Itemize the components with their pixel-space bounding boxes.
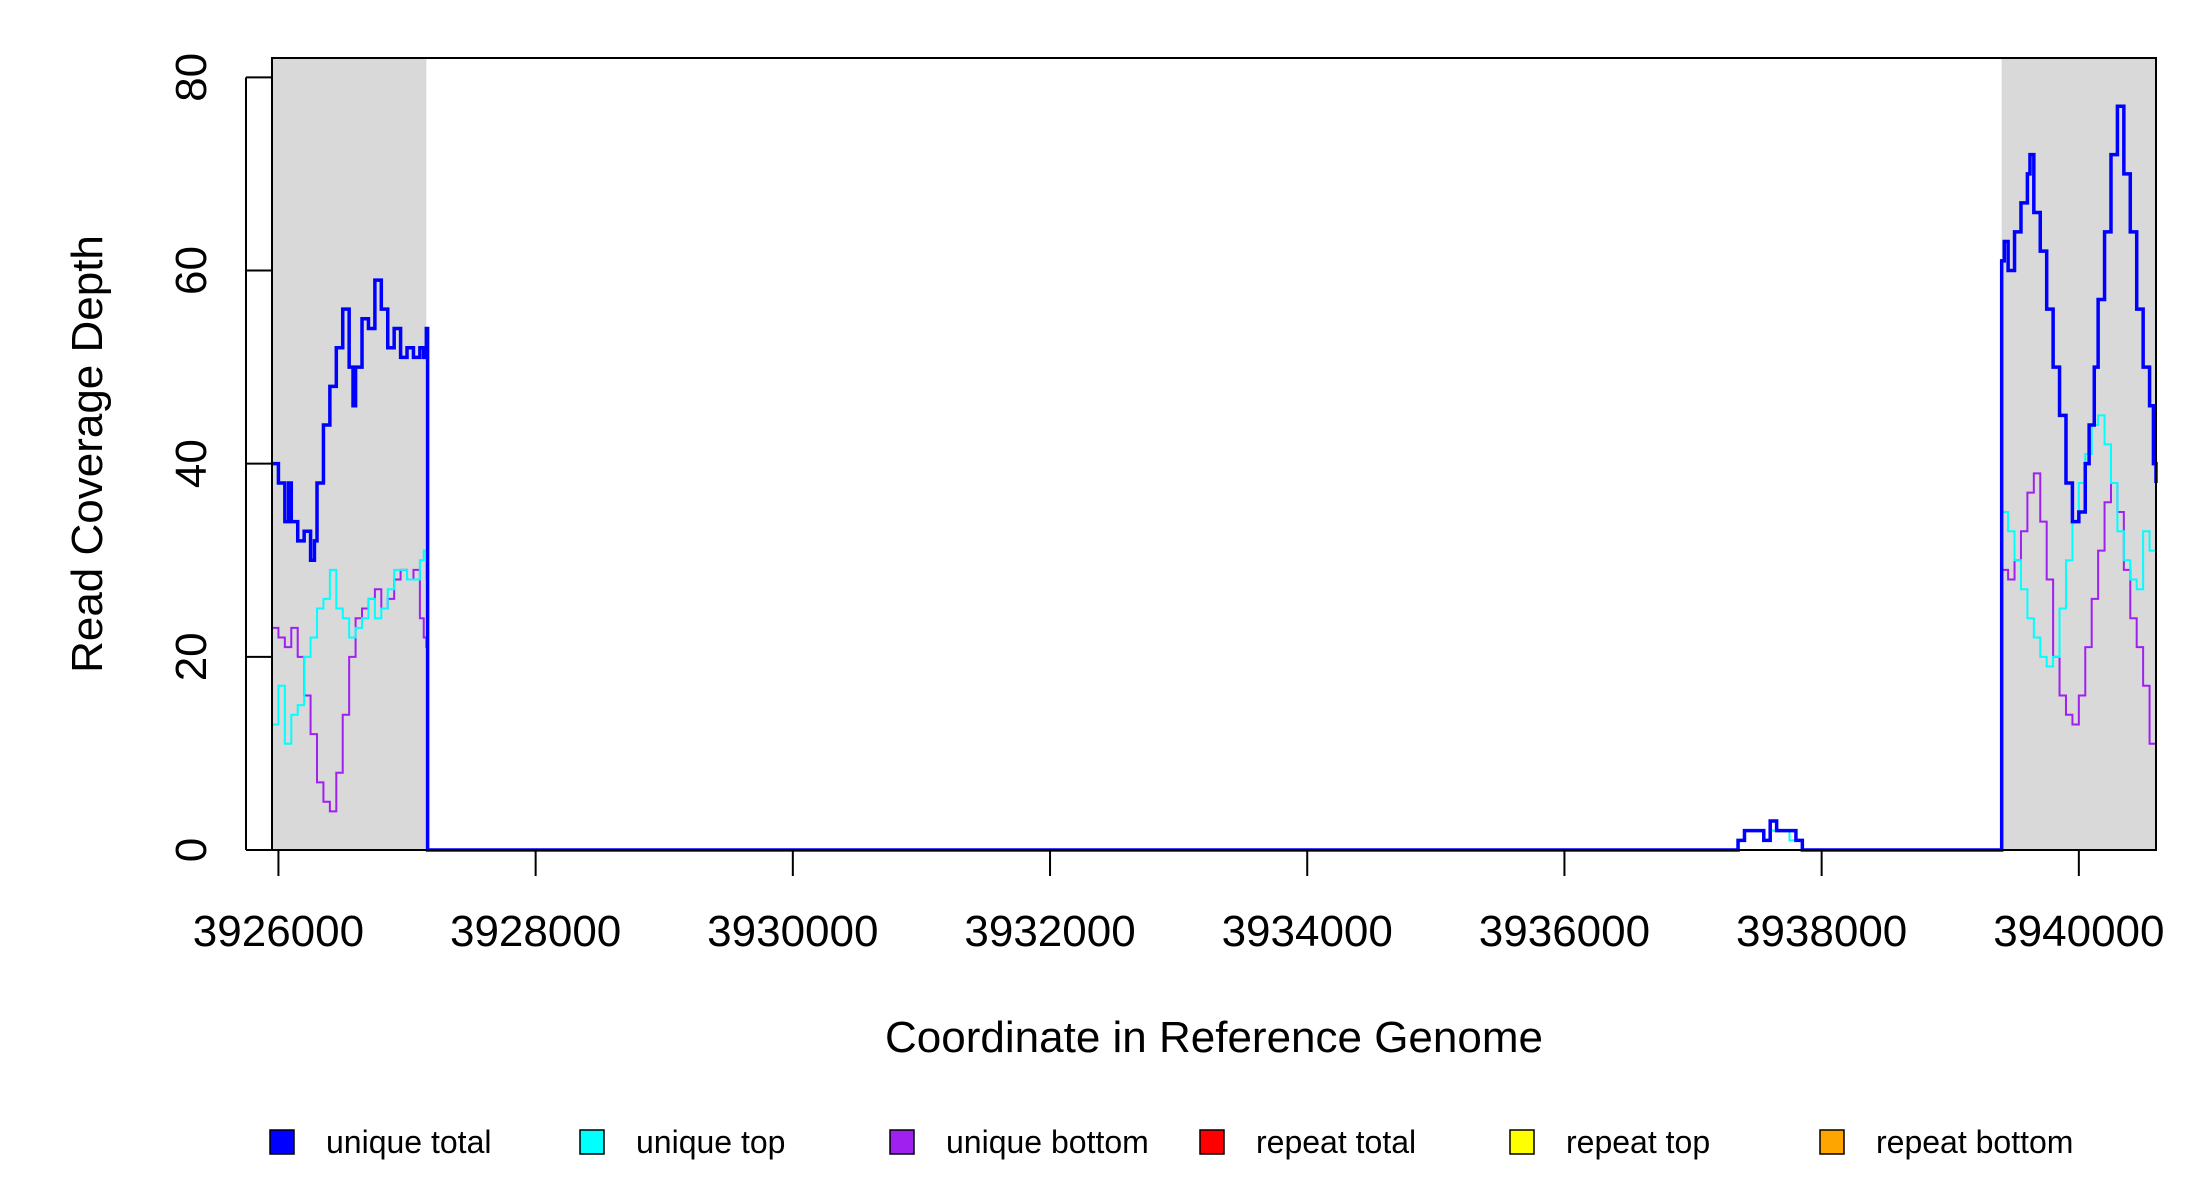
legend-item-unique-bottom: unique bottom: [889, 1124, 1149, 1160]
shaded-regions: [272, 58, 2156, 850]
x-tick-label: 3938000: [1736, 907, 1907, 956]
x-tick-label: 3934000: [1222, 907, 1393, 956]
series-line-unique-bottom: [272, 472, 2157, 851]
y-tick-label: 80: [167, 53, 216, 102]
x-tick-label: 3928000: [450, 907, 621, 956]
x-tick-label: 3940000: [1993, 907, 2164, 956]
y-axis-title: Read Coverage Depth: [63, 235, 112, 673]
series-lines: [272, 104, 2158, 852]
shaded-region-1: [272, 58, 427, 850]
series-line-unique-top: [272, 414, 2157, 851]
legend-swatch: [1199, 1129, 1225, 1155]
plot-frame: [271, 57, 2157, 851]
series-line-unique-total: [272, 104, 2158, 852]
legend-swatch: [579, 1129, 605, 1155]
legend-item-repeat-top: repeat top: [1509, 1124, 1710, 1160]
x-axis-title: Coordinate in Reference Genome: [885, 1013, 1543, 1062]
legend-swatch: [1819, 1129, 1845, 1155]
legend-label: repeat total: [1256, 1124, 1416, 1160]
legend-item-repeat-bottom: repeat bottom: [1819, 1124, 2073, 1160]
y-tick-label: 20: [167, 632, 216, 681]
legend-swatch: [889, 1129, 915, 1155]
legend-item-unique-total: unique total: [269, 1124, 491, 1160]
legend-label: repeat top: [1566, 1124, 1710, 1160]
legend-label: unique total: [326, 1124, 491, 1160]
x-tick-label: 3932000: [964, 907, 1135, 956]
legend-swatch: [269, 1129, 295, 1155]
y-tick-label: 40: [167, 439, 216, 488]
x-tick-label: 3926000: [193, 907, 364, 956]
legend-item-repeat-total: repeat total: [1199, 1124, 1416, 1160]
shaded-region-2: [2001, 58, 2156, 850]
legend-swatch: [1509, 1129, 1535, 1155]
legend-item-unique-top: unique top: [579, 1124, 785, 1160]
x-tick-label: 3936000: [1479, 907, 1650, 956]
x-axis: 3926000 3928000 3930000 3932000 3934000 39360…: [193, 849, 2164, 956]
y-axis: 0 20 40 60 80: [167, 53, 272, 862]
legend-label: unique top: [636, 1124, 785, 1160]
legend-label: repeat bottom: [1876, 1124, 2073, 1160]
legend: unique total unique top unique bottom repea…: [269, 1124, 2073, 1160]
y-tick-label: 0: [167, 838, 216, 862]
x-tick-label: 3930000: [707, 907, 878, 956]
legend-label: unique bottom: [946, 1124, 1149, 1160]
y-tick-label: 60: [167, 246, 216, 295]
